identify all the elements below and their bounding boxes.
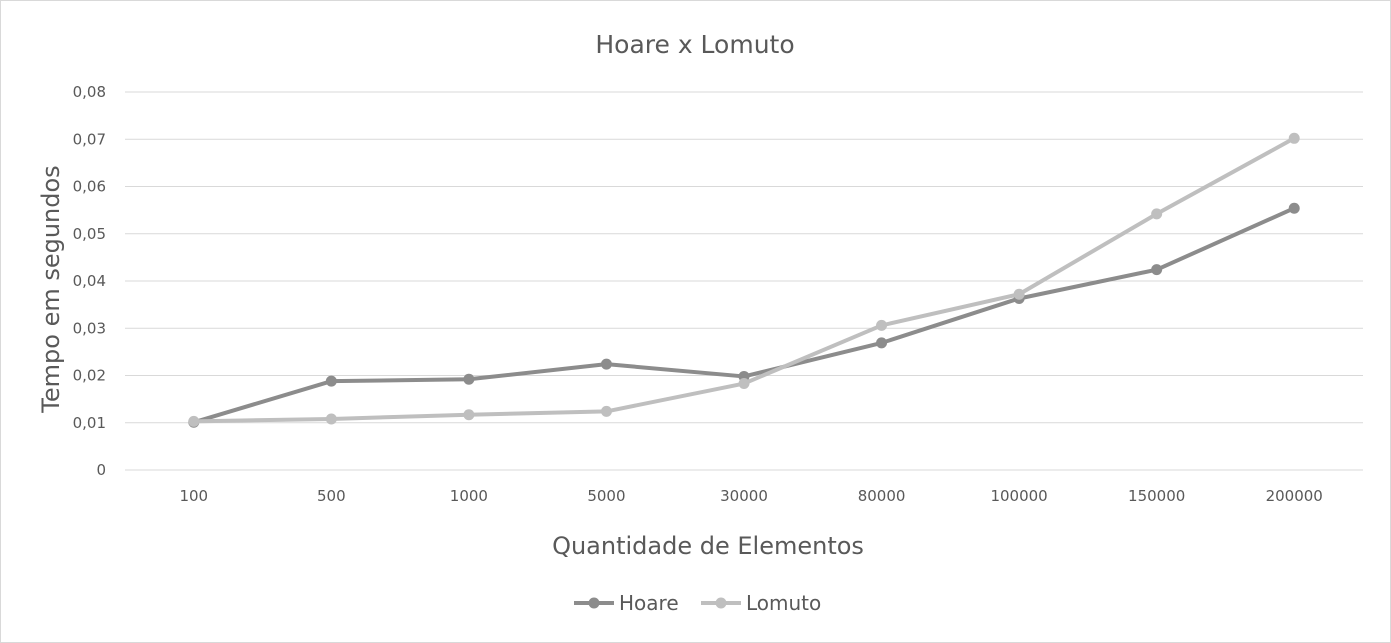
data-point-lomuto <box>1288 132 1300 144</box>
data-point-hoare <box>876 337 888 349</box>
x-tick-label: 500 <box>317 487 346 505</box>
y-tick-label: 0,07 <box>73 130 106 148</box>
series-lomuto <box>188 132 1300 427</box>
legend-item-lomuto: Lomuto <box>701 591 821 615</box>
legend-swatch-marker <box>588 597 600 609</box>
x-axis-title: Quantidade de Elementos <box>552 532 864 560</box>
y-tick-label: 0,06 <box>73 178 106 196</box>
x-tick-label: 1000 <box>450 487 488 505</box>
y-tick-label: 0,04 <box>73 272 106 290</box>
y-tick-label: 0,01 <box>73 414 106 432</box>
gridlines <box>125 91 1363 471</box>
y-axis-ticks: 0 0,01 0,02 0,03 0,04 0,05 0,06 0,07 0,08 <box>73 83 106 479</box>
x-tick-label: 150000 <box>1128 487 1185 505</box>
chart-title: Hoare x Lomuto <box>595 30 794 59</box>
series-hoare <box>188 202 1300 428</box>
x-tick-label: 100 <box>179 487 208 505</box>
legend-swatch-marker <box>715 597 727 609</box>
data-point-hoare <box>325 375 337 387</box>
series-lines <box>188 132 1300 428</box>
x-tick-label: 200000 <box>1266 487 1323 505</box>
data-point-lomuto <box>1013 288 1025 300</box>
y-tick-label: 0,08 <box>73 83 106 101</box>
data-point-lomuto <box>876 319 888 331</box>
legend-item-hoare: Hoare <box>574 591 679 615</box>
legend: Hoare Lomuto <box>574 591 821 615</box>
data-point-hoare <box>1151 264 1163 276</box>
y-tick-label: 0 <box>96 461 106 479</box>
data-point-lomuto <box>738 378 750 390</box>
y-tick-label: 0,02 <box>73 367 106 385</box>
data-point-lomuto <box>188 415 200 427</box>
x-tick-label: 80000 <box>858 487 906 505</box>
legend-label: Hoare <box>619 591 679 615</box>
data-point-lomuto <box>325 413 337 425</box>
data-point-lomuto <box>600 405 612 417</box>
x-tick-label: 30000 <box>720 487 768 505</box>
x-tick-label: 100000 <box>990 487 1047 505</box>
data-point-hoare <box>600 358 612 370</box>
series-line-hoare <box>191 206 1297 425</box>
y-tick-label: 0,05 <box>73 225 106 243</box>
y-tick-label: 0,03 <box>73 319 106 337</box>
legend-label: Lomuto <box>746 591 821 615</box>
x-tick-label: 5000 <box>587 487 625 505</box>
data-point-hoare <box>463 373 475 385</box>
data-point-hoare <box>1288 202 1300 214</box>
data-point-lomuto <box>1151 208 1163 220</box>
x-axis-ticks: 100 500 1000 5000 30000 80000 100000 150000 2000… <box>179 487 1322 505</box>
y-axis-title: Tempo em segundos <box>37 165 65 413</box>
data-point-lomuto <box>463 409 475 421</box>
